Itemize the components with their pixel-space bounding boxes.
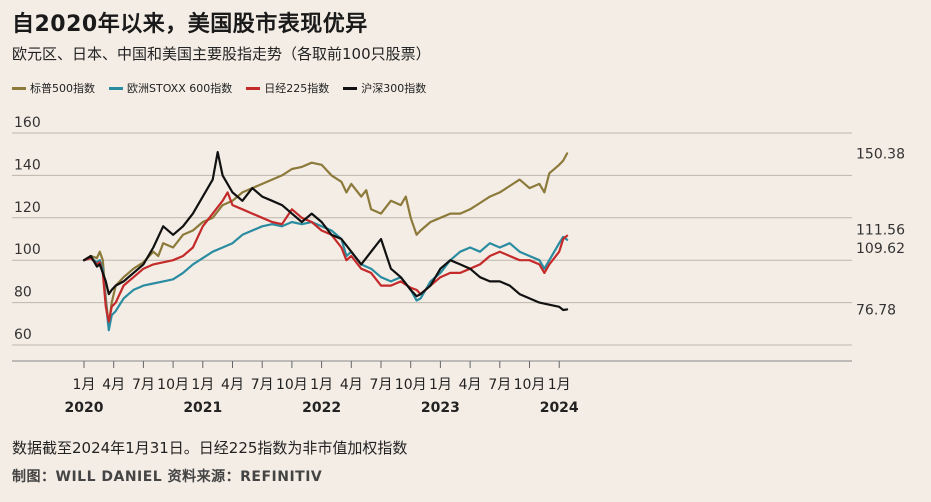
x-tick-label: 1月	[310, 377, 333, 393]
x-tick-label: 7月	[132, 377, 155, 393]
legend-swatch	[12, 86, 26, 90]
x-tick-label: 7月	[251, 377, 274, 393]
x-tick-label: 10月	[514, 377, 546, 393]
x-tick-label: 10月	[395, 377, 427, 393]
y-tick-label: 140	[14, 157, 41, 173]
series-line-0	[82, 152, 569, 327]
series-line-1	[82, 220, 569, 332]
end-value-label: 76.78	[856, 302, 896, 318]
y-tick-label: 60	[14, 327, 32, 343]
end-value-label: 150.38	[856, 146, 905, 162]
end-value-label: 109.62	[856, 241, 905, 257]
x-year-label: 2020	[65, 400, 104, 416]
x-tick-label: 4月	[340, 377, 363, 393]
x-year-label: 2022	[302, 400, 341, 416]
footnote: 数据截至2024年1月31日。日经225指数为非市值加权指数	[12, 439, 408, 457]
end-value-label: 111.56	[856, 223, 905, 239]
legend-item: 欧洲STOXX 600指数	[109, 80, 232, 96]
x-tick-label: 4月	[221, 377, 244, 393]
x-tick-label: 7月	[488, 377, 511, 393]
legend-item: 沪深300指数	[343, 80, 426, 96]
x-tick-label: 1月	[191, 377, 214, 393]
legend-swatch	[343, 86, 358, 90]
page-title: 自2020年以来，美国股市表现优异	[12, 12, 368, 37]
x-tick-label: 10月	[276, 377, 308, 393]
x-tick-label: 4月	[102, 377, 125, 393]
legend-item: 标普500指数	[12, 80, 95, 96]
y-tick-label: 120	[14, 200, 41, 216]
legend-swatch	[109, 86, 123, 90]
legend-item: 日经225指数	[246, 80, 329, 96]
legend-label: 沪深300指数	[361, 82, 427, 95]
series-line-2	[82, 191, 569, 323]
x-tick-label: 7月	[370, 377, 393, 393]
legend-label: 欧洲STOXX 600指数	[127, 82, 233, 95]
x-year-label: 2021	[183, 400, 222, 416]
legend-label: 标普500指数	[30, 82, 95, 95]
y-tick-label: 160	[14, 115, 41, 131]
x-tick-label: 1月	[429, 377, 452, 393]
x-year-label: 2024	[540, 400, 579, 416]
series-line-3	[82, 151, 569, 312]
y-tick-label: 100	[14, 242, 41, 258]
credit-line: 制图：WILL DANIEL 资料来源：REFINITIV	[12, 469, 323, 485]
x-tick-label: 1月	[73, 377, 96, 393]
x-year-label: 2023	[421, 400, 460, 416]
y-tick-label: 80	[14, 285, 32, 301]
x-tick-label: 1月	[548, 377, 571, 393]
chart-legend: 标普500指数 欧洲STOXX 600指数 日经225指数 沪深300指数	[12, 80, 426, 96]
chart-subtitle: 欧元区、日本、中国和美国主要股指走势（各取前100只股票）	[12, 45, 431, 63]
x-tick-label: 10月	[157, 377, 189, 393]
x-tick-label: 4月	[459, 377, 482, 393]
legend-label: 日经225指数	[264, 82, 330, 95]
legend-swatch	[246, 86, 261, 90]
